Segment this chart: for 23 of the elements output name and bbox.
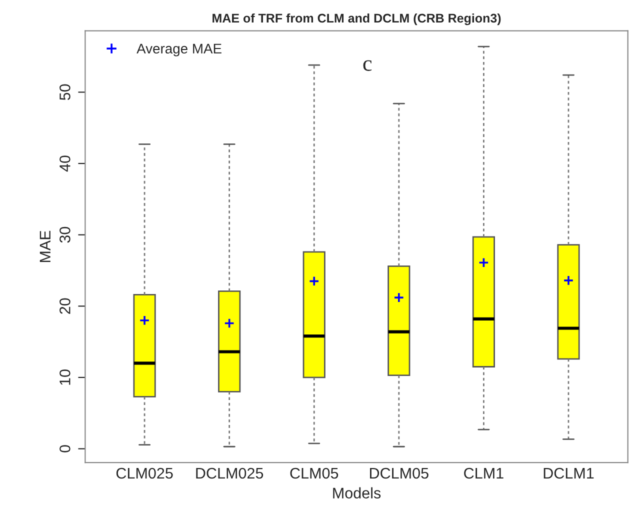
y-tick-label: 0 <box>60 445 70 452</box>
point <box>563 275 574 286</box>
x-axis-title: Models <box>333 487 381 498</box>
y-tick-label: 10 <box>60 370 70 385</box>
y-tick-label: 40 <box>60 156 70 172</box>
point <box>478 257 489 268</box>
point <box>394 292 404 303</box>
y-tick-label: 30 <box>60 226 70 243</box>
chart-title: MAE of TRF from CLM and DCLM (CRB Region3) <box>212 13 501 26</box>
point <box>139 315 150 326</box>
y-tick-label: 20 <box>60 298 70 314</box>
x-tick-label: DCLM05 <box>370 468 428 479</box>
legend-label: Average MAE <box>136 44 222 56</box>
x-tick-label: CLM05 <box>290 468 338 479</box>
annotation: c <box>363 60 372 71</box>
x-tick-label: DCLM1 <box>544 468 594 479</box>
x-tick-label: CLM1 <box>464 468 504 479</box>
y-axis-title: MAE <box>40 230 50 262</box>
x-tick-label: DCLM025 <box>196 468 264 479</box>
point <box>308 276 320 286</box>
x-tick-label: CLM025 <box>116 468 173 479</box>
point <box>224 318 235 329</box>
y-tick-label: 50 <box>60 84 70 100</box>
